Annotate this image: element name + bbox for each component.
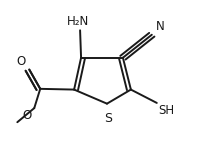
Text: SH: SH — [158, 104, 174, 117]
Text: O: O — [22, 109, 31, 122]
Text: O: O — [16, 55, 26, 68]
Text: N: N — [156, 19, 165, 32]
Text: S: S — [104, 112, 112, 125]
Text: H₂N: H₂N — [67, 15, 89, 28]
